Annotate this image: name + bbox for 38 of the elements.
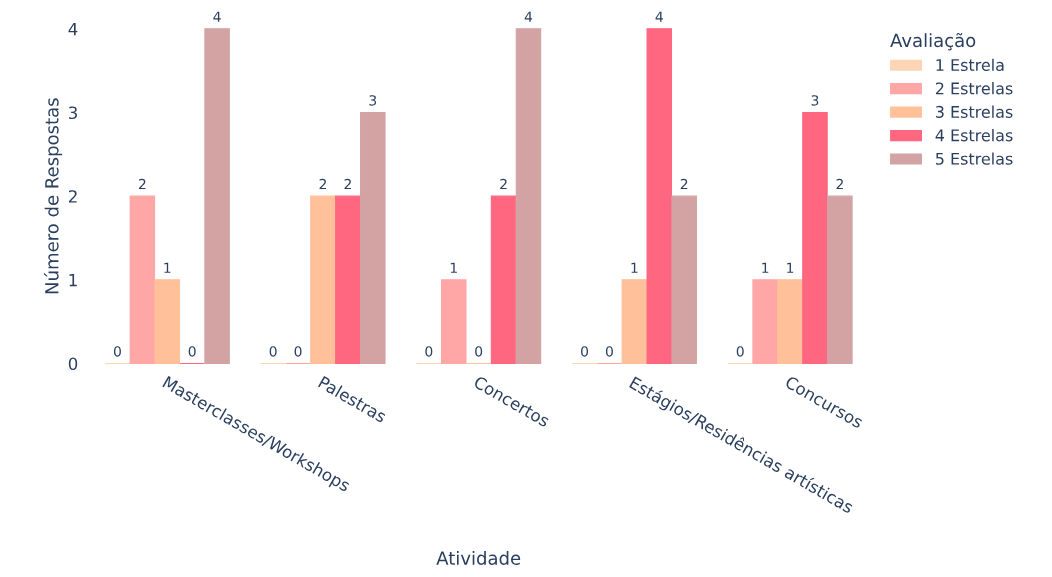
y-tick-label: 2	[68, 190, 77, 203]
data-label: 1	[631, 262, 638, 273]
data-label: 0	[475, 346, 483, 357]
data-label: 2	[500, 178, 507, 190]
data-label: 2	[680, 178, 688, 190]
legend-label: 1 Estrela	[936, 58, 1004, 72]
y-tick-label: 4	[68, 23, 78, 36]
data-label: 0	[294, 346, 302, 357]
data-label: 3	[811, 95, 819, 106]
data-label: 1	[762, 262, 769, 273]
legend-label: 5 Estrelas	[936, 152, 1013, 165]
y-axis-title: Número de Respostas	[43, 98, 63, 294]
y-tick-label: 0	[68, 357, 78, 371]
data-label: 0	[269, 346, 277, 357]
data-label: 2	[836, 178, 843, 190]
data-label: 4	[524, 11, 533, 22]
data-label: 0	[605, 346, 613, 357]
legend-label: 4 Estrelas	[935, 129, 1013, 142]
data-label: 0	[425, 346, 433, 357]
data-label: 3	[369, 95, 377, 106]
data-label: 0	[113, 346, 121, 357]
data-label: 0	[736, 346, 744, 357]
data-label: 4	[655, 11, 663, 22]
data-label: 1	[787, 262, 794, 273]
data-label: 4	[213, 11, 221, 22]
data-label: 1	[450, 262, 457, 273]
y-tick-label: 3	[68, 106, 77, 120]
legend-label: 3 Estrelas	[936, 105, 1013, 118]
legend-title: Avaliação	[890, 32, 976, 51]
x-axis-title: Atividade	[436, 550, 521, 565]
data-label: 2	[344, 178, 351, 190]
y-tick-label: 1	[69, 274, 77, 287]
data-label: 1	[164, 262, 171, 273]
data-label: 2	[138, 178, 146, 190]
data-label: 2	[319, 178, 326, 190]
data-label: 0	[188, 346, 196, 357]
data-label: 0	[581, 346, 589, 357]
legend-label: 2 Estrelas	[935, 82, 1013, 95]
